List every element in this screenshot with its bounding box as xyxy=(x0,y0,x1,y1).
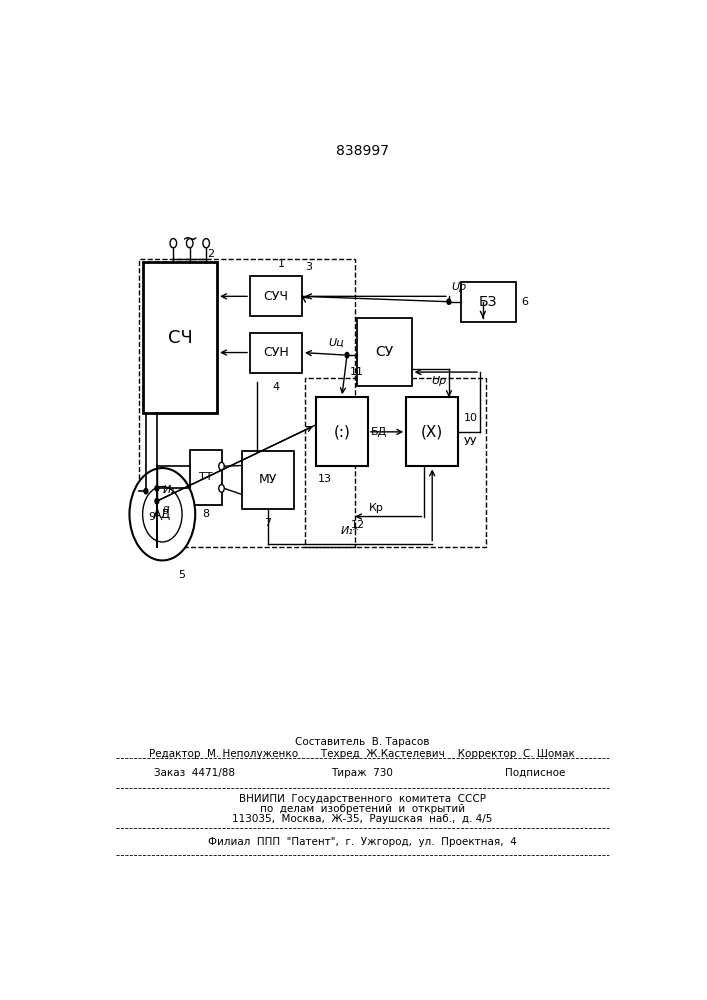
Text: (:): (:) xyxy=(334,424,350,439)
Text: И₁*: И₁* xyxy=(341,526,359,536)
Circle shape xyxy=(144,488,148,494)
Text: 3: 3 xyxy=(305,262,312,272)
Circle shape xyxy=(218,462,224,470)
Text: ~: ~ xyxy=(182,230,198,249)
Text: по  делам  изобретений  и  открытий: по делам изобретений и открытий xyxy=(259,804,465,814)
Text: 13: 13 xyxy=(317,474,332,484)
Text: Редактор  М. Неполуженко       Техред  Ж.Кастелевич    Корректор  С. Шомак: Редактор М. Неполуженко Техред Ж.Кастеле… xyxy=(149,749,575,759)
Text: Подписное: Подписное xyxy=(505,768,565,778)
FancyBboxPatch shape xyxy=(407,397,458,466)
Text: Составитель  В. Тарасов: Составитель В. Тарасов xyxy=(295,737,430,747)
FancyBboxPatch shape xyxy=(250,276,302,316)
Text: 4: 4 xyxy=(272,382,279,392)
Text: 838997: 838997 xyxy=(336,144,389,158)
Circle shape xyxy=(129,468,195,560)
Circle shape xyxy=(170,239,177,248)
Text: 10: 10 xyxy=(464,413,478,423)
Text: Кр: Кр xyxy=(369,503,384,513)
Text: СУЧ: СУЧ xyxy=(264,290,288,303)
FancyBboxPatch shape xyxy=(144,262,217,413)
Circle shape xyxy=(203,239,209,248)
Text: (X): (X) xyxy=(421,424,443,439)
Text: УУ: УУ xyxy=(464,437,477,447)
Text: БД: БД xyxy=(370,427,387,437)
Circle shape xyxy=(187,239,193,248)
Text: АД: АД xyxy=(153,508,172,521)
FancyBboxPatch shape xyxy=(357,318,411,386)
Text: СУН: СУН xyxy=(263,346,289,359)
Text: 2: 2 xyxy=(207,249,214,259)
Text: 12: 12 xyxy=(351,520,365,530)
Text: Тираж  730: Тираж 730 xyxy=(332,768,393,778)
Text: ВНИИПИ  Государственного  комитета  СССР: ВНИИПИ Государственного комитета СССР xyxy=(239,794,486,804)
Text: Заказ  4471/88: Заказ 4471/88 xyxy=(154,768,235,778)
Circle shape xyxy=(345,352,349,358)
Text: 8: 8 xyxy=(202,509,209,519)
FancyBboxPatch shape xyxy=(461,282,516,322)
Text: 113035,  Москва,  Ж-35,  Раушская  наб.,  д. 4/5: 113035, Москва, Ж-35, Раушская наб., д. … xyxy=(232,814,493,824)
Text: 7: 7 xyxy=(264,518,271,528)
Circle shape xyxy=(143,487,182,542)
Text: 6: 6 xyxy=(521,297,528,307)
Text: Uц: Uц xyxy=(329,337,344,347)
Text: БЗ: БЗ xyxy=(479,295,498,309)
Text: g: g xyxy=(163,504,169,514)
Circle shape xyxy=(447,299,451,304)
Circle shape xyxy=(155,498,159,504)
FancyBboxPatch shape xyxy=(242,451,294,509)
Text: 11: 11 xyxy=(350,367,363,377)
Text: СУ: СУ xyxy=(375,345,393,359)
Circle shape xyxy=(155,486,159,491)
FancyBboxPatch shape xyxy=(189,450,221,505)
Text: СЧ: СЧ xyxy=(168,329,192,347)
Text: Uр: Uр xyxy=(452,282,467,292)
Text: И₁: И₁ xyxy=(163,485,175,495)
Text: Филиал  ППП  "Патент",  г.  Ужгород,  ул.  Проектная,  4: Филиал ППП "Патент", г. Ужгород, ул. Про… xyxy=(208,837,517,847)
Text: 9: 9 xyxy=(148,512,156,522)
Text: МУ: МУ xyxy=(259,473,277,486)
Text: 1: 1 xyxy=(278,259,285,269)
FancyBboxPatch shape xyxy=(250,333,302,373)
Text: ТТ: ТТ xyxy=(199,472,212,482)
FancyBboxPatch shape xyxy=(316,397,368,466)
Text: Uр: Uр xyxy=(431,376,446,386)
Circle shape xyxy=(218,485,224,492)
Text: 5: 5 xyxy=(178,570,185,580)
